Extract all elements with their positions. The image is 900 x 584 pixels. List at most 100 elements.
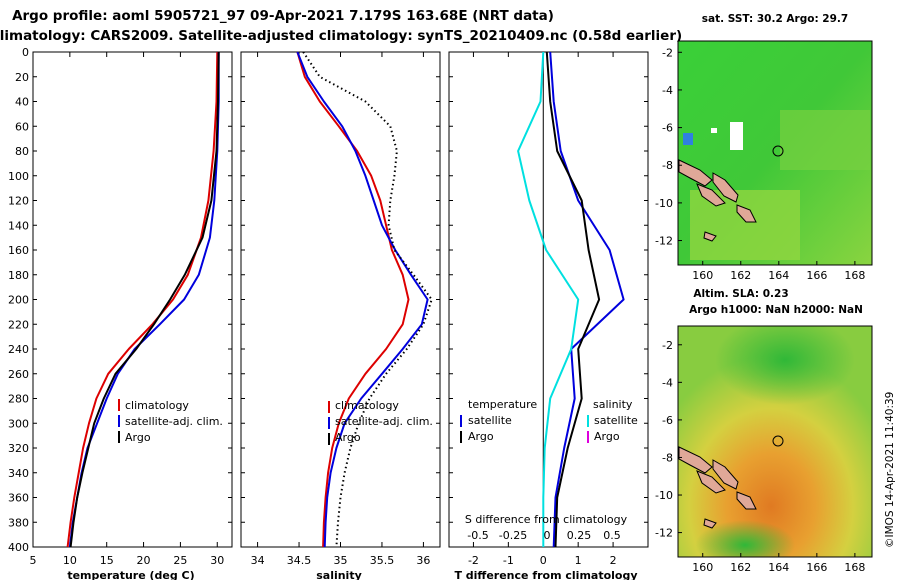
map-x-tick-label: 162 — [730, 269, 751, 282]
map-x-tick-label: 162 — [730, 561, 751, 574]
series-line-temperature-satellite — [549, 51, 625, 548]
y-tick-label: 240 — [8, 343, 29, 356]
s-difference-label: S difference from climatology — [465, 513, 628, 526]
imos-watermark: ©IMOS 14-Apr-2021 11:40:39 — [884, 392, 896, 548]
series-line-argo — [302, 51, 433, 548]
map-y-tick-label: -4 — [662, 84, 673, 97]
sla-map-title-1: Altim. SLA: 0.23 — [693, 288, 788, 300]
map-y-tick-label: -8 — [662, 159, 673, 172]
difference-plot: -2 -1 0 1 2 — [449, 51, 648, 567]
x-tick-label: 1 — [575, 554, 582, 567]
y-tick-label: 400 — [8, 541, 29, 554]
sst-cold-patch — [683, 133, 693, 145]
legend-title-temperature: temperature — [468, 398, 537, 411]
y-tick-label: 0 — [22, 46, 29, 59]
x-tick-label: 36 — [416, 554, 430, 567]
map-y-tick-label: -6 — [662, 414, 673, 427]
sla-map-frame — [677, 325, 873, 558]
temperature-legend: climatology satellite-adj. clim. Argo — [118, 399, 223, 444]
y-tick-label: 160 — [8, 244, 29, 257]
map-x-tick-label: 168 — [844, 561, 865, 574]
sst-warm-patch — [780, 110, 870, 170]
y-tick-label: 120 — [8, 195, 29, 208]
x-tick-label: -1 — [503, 554, 514, 567]
island-shape — [678, 446, 713, 474]
sla-map-title-2: Argo h1000: NaN h2000: NaN — [689, 304, 863, 316]
island-shape — [703, 518, 717, 529]
y-tick-label: 260 — [8, 368, 29, 381]
y-tick-label: 80 — [15, 145, 29, 158]
legend-label-climatology: climatology — [335, 399, 399, 412]
x-tick-label: 30 — [210, 554, 224, 567]
x-tick-label: 34 — [251, 554, 265, 567]
y-tick-label: 60 — [15, 120, 29, 133]
legend-title-salinity: salinity — [593, 398, 633, 411]
y-tick-label: 300 — [8, 417, 29, 430]
y-tick-label: 320 — [8, 442, 29, 455]
argo-location-marker — [772, 145, 784, 157]
x-tick-label: 35 — [334, 554, 348, 567]
series-line-climatology — [296, 51, 410, 548]
series-line-satellite-adj-clim- — [68, 52, 220, 548]
map-y-tick-label: -10 — [655, 489, 673, 502]
island-shape — [678, 159, 713, 187]
y-tick-label: 140 — [8, 219, 29, 232]
map-y-tick-label: -2 — [662, 46, 673, 59]
map-y-tick-label: -10 — [655, 197, 673, 210]
s-diff-tick: 0.5 — [603, 529, 621, 542]
salinity-axis-label: salinity — [316, 569, 362, 580]
legend-label-sal-argo: Argo — [594, 430, 620, 443]
x-tick-label: 35.5 — [370, 554, 395, 567]
map-x-tick-label: 164 — [768, 269, 789, 282]
temperature-plot-frame — [32, 51, 233, 548]
map-x-tick-label: 160 — [692, 269, 713, 282]
sla-low-anomaly — [715, 326, 855, 405]
difference-plot-frame — [448, 51, 649, 548]
series-line-climatology — [66, 51, 219, 548]
legend-label-climatology: climatology — [125, 399, 189, 412]
difference-legend: temperature satellite Argo salinity sate… — [460, 398, 638, 443]
map-y-tick-label: -8 — [662, 451, 673, 464]
legend-label-argo: Argo — [125, 431, 151, 444]
map-x-tick-label: 166 — [806, 561, 827, 574]
y-tick-label: 340 — [8, 467, 29, 480]
map-y-tick-label: -2 — [662, 339, 673, 352]
sst-map-frame — [677, 40, 873, 266]
x-tick-label: 10 — [63, 554, 77, 567]
x-tick-label: 34.5 — [287, 554, 312, 567]
x-tick-label: -2 — [468, 554, 479, 567]
island-shape — [736, 204, 757, 223]
map-x-tick-label: 168 — [844, 269, 865, 282]
y-tick-label: 40 — [15, 96, 29, 109]
legend-label-satellite: satellite-adj. clim. — [335, 415, 433, 428]
y-tick-label: 360 — [8, 492, 29, 505]
map-y-tick-label: -12 — [655, 235, 673, 248]
s-diff-tick: 0.25 — [567, 529, 592, 542]
island-shape — [736, 491, 757, 510]
s-diff-tick: -0.5 — [467, 529, 488, 542]
y-tick-label: 380 — [8, 516, 29, 529]
temperature-plot: 0 20 40 60 80 100 120 140 160 180 200 220 240 260 280 3… — [8, 46, 232, 567]
legend-label-satellite: satellite-adj. clim. — [125, 415, 223, 428]
y-tick-label: 20 — [15, 71, 29, 84]
series-line-argo — [69, 51, 220, 548]
map-x-tick-label: 166 — [806, 269, 827, 282]
y-tick-label: 220 — [8, 318, 29, 331]
salinity-legend: climatology satellite-adj. clim. Argo — [328, 399, 433, 445]
temperature-axis-label: temperature (deg C) — [67, 569, 194, 580]
sst-missing-patch-2 — [711, 128, 717, 133]
y-tick-label: 180 — [8, 269, 29, 282]
map-y-tick-label: -4 — [662, 376, 673, 389]
x-tick-label: 25 — [173, 554, 187, 567]
x-tick-label: 0 — [540, 554, 547, 567]
legend-label-argo: Argo — [335, 431, 361, 444]
salinity-plot: 34 34.5 35 35.5 36 — [241, 51, 440, 567]
map-y-tick-label: -12 — [655, 527, 673, 540]
series-line-salinity-satellite — [517, 51, 580, 547]
x-tick-label: 2 — [610, 554, 617, 567]
difference-axis-label: T difference from climatology — [454, 569, 637, 580]
island-shape — [703, 231, 717, 242]
sla-map-ticks: 160 162 164 166 168 -2 -4 -6 -8 -10 -12 — [655, 339, 865, 574]
series-line-temperature-argo — [545, 51, 601, 548]
